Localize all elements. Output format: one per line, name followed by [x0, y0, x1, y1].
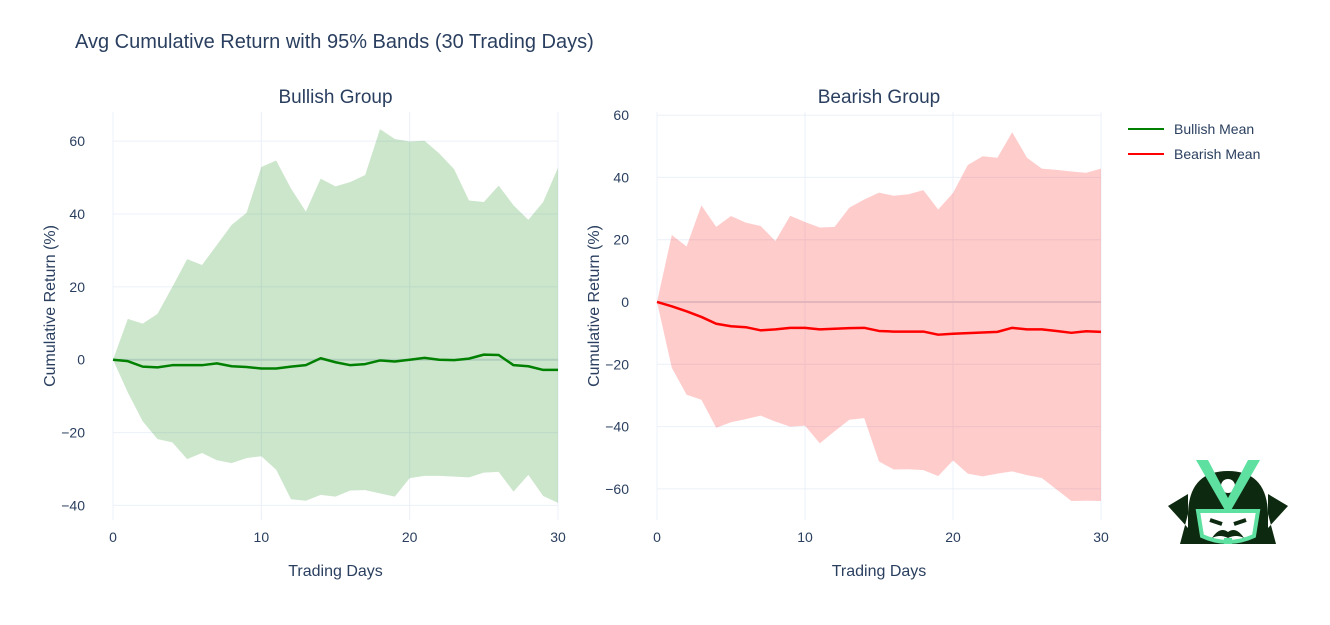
y-tick-label: 20	[69, 279, 85, 295]
legend: Bullish Mean Bearish Mean	[1128, 121, 1260, 162]
y-tick-label: 0	[621, 294, 629, 310]
y-axis-label: Cumulative Return (%)	[42, 225, 59, 387]
x-axis-label: Trading Days	[832, 563, 927, 580]
legend-item-bearish[interactable]: Bearish Mean	[1128, 146, 1260, 162]
x-tick-label: 0	[109, 529, 117, 545]
x-tick-label: 10	[797, 529, 813, 545]
y-tick-label: −40	[61, 497, 85, 513]
y-tick-label: −60	[605, 481, 629, 497]
x-tick-label: 20	[402, 529, 418, 545]
subplot-title: Bullish Group	[278, 87, 392, 108]
y-tick-label: −20	[605, 356, 629, 372]
y-tick-label: 20	[613, 232, 629, 248]
subplot-bullish: 0 10 20 30 −40 −20 0 20 40 60 Bullish Group Trading…	[42, 87, 566, 580]
chart-title: Avg Cumulative Return with 95% Bands (30…	[75, 31, 594, 53]
y-tick-label: 40	[613, 169, 629, 185]
confidence-band	[657, 132, 1101, 502]
samurai-helmet-logo	[1168, 460, 1288, 544]
y-tick-label: 60	[69, 133, 85, 149]
y-tick-label: −40	[605, 419, 629, 435]
mean-line	[656, 300, 1102, 336]
legend-label-bullish: Bullish Mean	[1174, 121, 1254, 137]
confidence-band	[113, 129, 558, 503]
legend-label-bearish: Bearish Mean	[1174, 146, 1260, 162]
x-tick-label: 30	[1093, 529, 1109, 545]
x-axis-label: Trading Days	[288, 563, 383, 580]
y-axis-label: Cumulative Return (%)	[586, 225, 603, 387]
y-tick-label: −20	[61, 425, 85, 441]
y-tick-label: 60	[613, 107, 629, 123]
x-tick-label: 20	[945, 529, 961, 545]
subplot-title: Bearish Group	[818, 87, 941, 108]
x-tick-label: 0	[653, 529, 661, 545]
subplot-bearish: 0 10 20 30 −60 −40 −20 0 20 40 60 Bearish Group Trad…	[586, 87, 1109, 580]
y-tick-label: 0	[77, 352, 85, 368]
mean-line	[112, 353, 558, 372]
x-tick-label: 10	[254, 529, 270, 545]
y-tick-label: 40	[69, 206, 85, 222]
legend-item-bullish[interactable]: Bullish Mean	[1128, 121, 1254, 137]
x-tick-label: 30	[550, 529, 566, 545]
